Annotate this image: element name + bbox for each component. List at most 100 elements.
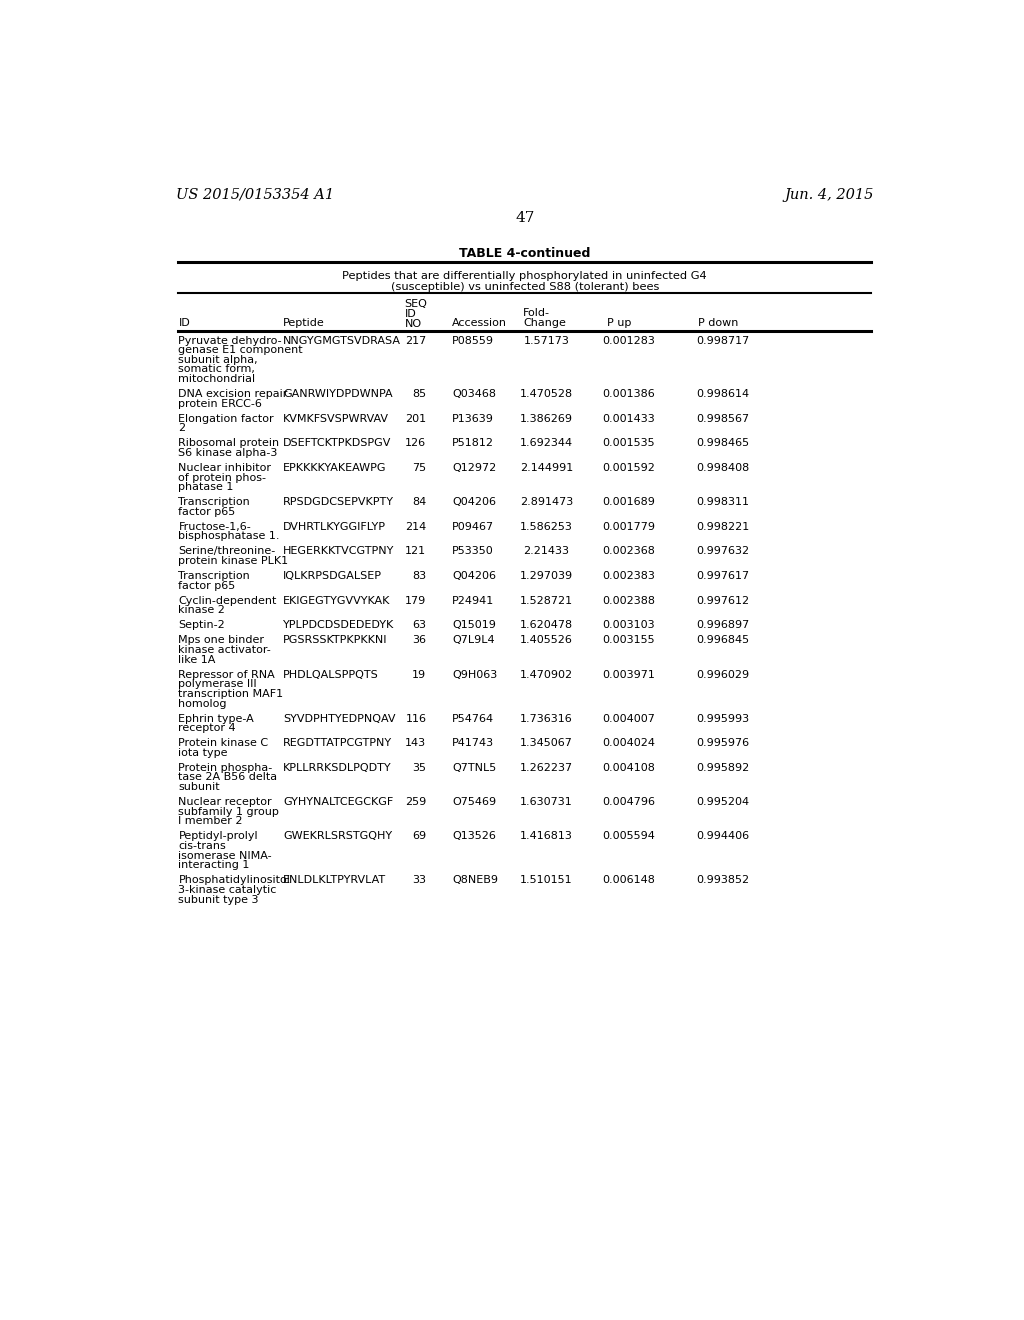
Text: 1.297039: 1.297039 <box>520 572 573 581</box>
Text: 0.004108: 0.004108 <box>602 763 655 772</box>
Text: 1.345067: 1.345067 <box>520 738 573 748</box>
Text: 1.416813: 1.416813 <box>520 832 573 841</box>
Text: 0.006148: 0.006148 <box>602 875 655 886</box>
Text: P09467: P09467 <box>452 521 494 532</box>
Text: P down: P down <box>698 318 738 327</box>
Text: receptor 4: receptor 4 <box>178 723 236 733</box>
Text: 33: 33 <box>413 875 426 886</box>
Text: 2: 2 <box>178 424 185 433</box>
Text: subunit: subunit <box>178 781 220 792</box>
Text: GANRWIYDPDWNPA: GANRWIYDPDWNPA <box>283 389 392 399</box>
Text: Jun. 4, 2015: Jun. 4, 2015 <box>784 187 873 202</box>
Text: 0.002368: 0.002368 <box>602 546 655 557</box>
Text: kinase activator-: kinase activator- <box>178 645 271 655</box>
Text: 0.001535: 0.001535 <box>602 438 655 449</box>
Text: Q15019: Q15019 <box>452 620 496 631</box>
Text: HEGERKKTVCGTPNY: HEGERKKTVCGTPNY <box>283 546 394 557</box>
Text: PHDLQALSPPQTS: PHDLQALSPPQTS <box>283 669 379 680</box>
Text: 0.003155: 0.003155 <box>602 635 655 645</box>
Text: 0.005594: 0.005594 <box>602 832 655 841</box>
Text: factor p65: factor p65 <box>178 507 236 517</box>
Text: 0.003103: 0.003103 <box>602 620 655 631</box>
Text: IQLKRPSDGALSEP: IQLKRPSDGALSEP <box>283 572 382 581</box>
Text: Transcription: Transcription <box>178 498 250 507</box>
Text: 1.386269: 1.386269 <box>520 413 573 424</box>
Text: YPLPDCDSDEDEDYK: YPLPDCDSDEDEDYK <box>283 620 394 631</box>
Text: Q12972: Q12972 <box>452 463 497 473</box>
Text: DSEFTCKTPKDSPGV: DSEFTCKTPKDSPGV <box>283 438 391 449</box>
Text: 0.998465: 0.998465 <box>696 438 750 449</box>
Text: 201: 201 <box>406 413 426 424</box>
Text: DVHRTLKYGGIFLYP: DVHRTLKYGGIFLYP <box>283 521 386 532</box>
Text: factor p65: factor p65 <box>178 581 236 591</box>
Text: Pyruvate dehydro-: Pyruvate dehydro- <box>178 335 282 346</box>
Text: Transcription: Transcription <box>178 572 250 581</box>
Text: 0.996897: 0.996897 <box>696 620 750 631</box>
Text: Phosphatidylinositol: Phosphatidylinositol <box>178 875 290 886</box>
Text: Fold-: Fold- <box>523 308 550 318</box>
Text: Serine/threonine-: Serine/threonine- <box>178 546 275 557</box>
Text: 0.998311: 0.998311 <box>696 498 750 507</box>
Text: 1.470902: 1.470902 <box>520 669 573 680</box>
Text: GWEKRLSRSTGQHY: GWEKRLSRSTGQHY <box>283 832 392 841</box>
Text: EPKKKKYAKEAWPG: EPKKKKYAKEAWPG <box>283 463 386 473</box>
Text: 47: 47 <box>515 211 535 224</box>
Text: 143: 143 <box>406 738 426 748</box>
Text: 69: 69 <box>413 832 426 841</box>
Text: 126: 126 <box>406 438 426 449</box>
Text: P54764: P54764 <box>452 714 494 723</box>
Text: (susceptible) vs uninfected S88 (tolerant) bees: (susceptible) vs uninfected S88 (toleran… <box>390 281 659 292</box>
Text: KPLLRRKSDLPQDTY: KPLLRRKSDLPQDTY <box>283 763 391 772</box>
Text: 0.001689: 0.001689 <box>602 498 655 507</box>
Text: 35: 35 <box>413 763 426 772</box>
Text: transcription MAF1: transcription MAF1 <box>178 689 284 698</box>
Text: P13639: P13639 <box>452 413 494 424</box>
Text: ID: ID <box>404 309 417 319</box>
Text: somatic form,: somatic form, <box>178 364 255 375</box>
Text: 0.003971: 0.003971 <box>602 669 655 680</box>
Text: protein kinase PLK1: protein kinase PLK1 <box>178 556 289 566</box>
Text: Q8NEB9: Q8NEB9 <box>452 875 498 886</box>
Text: bisphosphatase 1.: bisphosphatase 1. <box>178 532 280 541</box>
Text: iota type: iota type <box>178 748 228 758</box>
Text: Ephrin type-A: Ephrin type-A <box>178 714 254 723</box>
Text: SYVDPHTYEDPNQAV: SYVDPHTYEDPNQAV <box>283 714 395 723</box>
Text: SEQ: SEQ <box>404 300 428 309</box>
Text: like 1A: like 1A <box>178 655 216 665</box>
Text: 0.998567: 0.998567 <box>696 413 750 424</box>
Text: P53350: P53350 <box>452 546 494 557</box>
Text: 75: 75 <box>413 463 426 473</box>
Text: S6 kinase alpha-3: S6 kinase alpha-3 <box>178 447 278 458</box>
Text: PGSRSSKTPKPKKNI: PGSRSSKTPKPKKNI <box>283 635 387 645</box>
Text: Protein phospha-: Protein phospha- <box>178 763 272 772</box>
Text: Cyclin-dependent: Cyclin-dependent <box>178 595 276 606</box>
Text: NO: NO <box>404 318 422 329</box>
Text: 179: 179 <box>406 595 426 606</box>
Text: Nuclear inhibitor: Nuclear inhibitor <box>178 463 271 473</box>
Text: 0.995976: 0.995976 <box>696 738 750 748</box>
Text: 0.001283: 0.001283 <box>602 335 655 346</box>
Text: 0.997612: 0.997612 <box>696 595 750 606</box>
Text: RPSDGDCSEPVKPTY: RPSDGDCSEPVKPTY <box>283 498 394 507</box>
Text: 0.997632: 0.997632 <box>696 546 750 557</box>
Text: polymerase III: polymerase III <box>178 680 257 689</box>
Text: 116: 116 <box>406 714 426 723</box>
Text: P up: P up <box>607 318 632 327</box>
Text: Nuclear receptor: Nuclear receptor <box>178 797 272 807</box>
Text: 1.620478: 1.620478 <box>520 620 573 631</box>
Text: Peptide: Peptide <box>283 318 325 327</box>
Text: I member 2: I member 2 <box>178 816 243 826</box>
Text: NNGYGMGTSVDRASA: NNGYGMGTSVDRASA <box>283 335 401 346</box>
Text: TABLE 4-continued: TABLE 4-continued <box>459 247 591 260</box>
Text: Q7L9L4: Q7L9L4 <box>452 635 495 645</box>
Text: REGDTTATPCGTPNY: REGDTTATPCGTPNY <box>283 738 392 748</box>
Text: 19: 19 <box>413 669 426 680</box>
Text: 0.996845: 0.996845 <box>696 635 750 645</box>
Text: subunit alpha,: subunit alpha, <box>178 355 258 364</box>
Text: EKIGEGTYGVVYKAK: EKIGEGTYGVVYKAK <box>283 595 390 606</box>
Text: 0.993852: 0.993852 <box>696 875 750 886</box>
Text: ID: ID <box>178 318 190 327</box>
Text: 1.262237: 1.262237 <box>520 763 573 772</box>
Text: phatase 1: phatase 1 <box>178 482 233 492</box>
Text: 0.998221: 0.998221 <box>696 521 750 532</box>
